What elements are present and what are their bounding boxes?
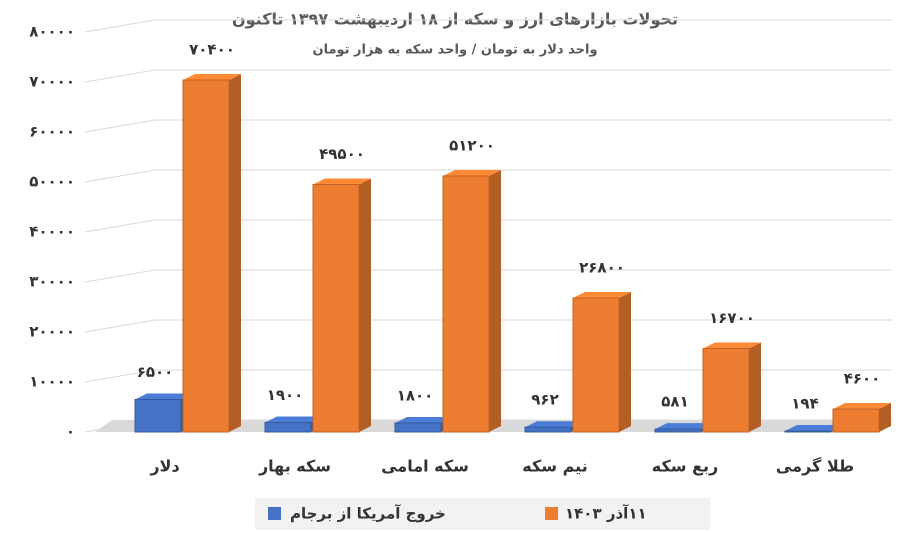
value-label: ۱۹۰۰ [267, 386, 304, 404]
x-tick-label: دلار [149, 457, 179, 476]
bar-top [313, 178, 371, 185]
bar-top [265, 416, 323, 423]
bar-top [703, 342, 761, 349]
value-label: ۴۹۵۰۰ [319, 145, 365, 163]
value-label: ۱۹۴ [791, 395, 818, 413]
grid-line [84, 319, 892, 333]
y-tick-label: ۰ [66, 423, 75, 441]
value-label: ۲۶۸۰۰ [579, 259, 625, 277]
bar [182, 79, 230, 433]
x-tick-label: ربع سکه [652, 457, 718, 476]
y-tick-label: ۱۰۰۰۰ [29, 373, 75, 391]
x-tick-label: سکه امامی [381, 457, 469, 476]
bar-top [573, 292, 631, 298]
value-label: ۴۶۰۰ [844, 370, 881, 388]
x-tick-label: نیم سکه [522, 457, 587, 476]
legend-swatch [268, 507, 281, 520]
y-tick-label: ۶۰۰۰۰ [29, 123, 75, 141]
value-label: ۱۶۷۰۰ [709, 309, 755, 327]
value-label: ۱۸۰۰ [397, 387, 434, 405]
legend-box [255, 498, 710, 530]
bar-top [395, 417, 453, 423]
y-tick-label: ۵۰۰۰۰ [29, 173, 75, 191]
legend-label: ۱۱آذر ۱۴۰۳ [565, 505, 647, 523]
bar [264, 422, 312, 433]
bar-top [525, 421, 583, 428]
y-tick-label: ۷۰۰۰۰ [29, 73, 75, 91]
y-tick-label: ۸۰۰۰۰ [29, 23, 75, 41]
bar [524, 426, 572, 433]
chart-subtitle: واحد دلار به تومان / واحد سکه به هزار تو… [312, 43, 597, 58]
value-label: ۵۸۱ [661, 393, 688, 411]
bar [654, 428, 702, 433]
grid-line [84, 119, 892, 133]
bar-top [443, 170, 501, 176]
bar [784, 430, 832, 433]
grid-line [84, 369, 892, 383]
y-tick-label: ۲۰۰۰۰ [29, 323, 75, 341]
x-tick-label: طلا گرمی [776, 457, 854, 476]
value-label: ۷۰۴۰۰ [189, 41, 235, 59]
legend-swatch [545, 507, 558, 520]
bar [572, 297, 620, 433]
bar [134, 399, 182, 433]
bar [394, 422, 442, 433]
grid-line [84, 219, 892, 233]
bar-top [655, 423, 713, 430]
bar-side [489, 170, 501, 432]
bar [832, 408, 880, 433]
bar-top [785, 425, 843, 432]
grid-line [84, 69, 892, 83]
bar-side [619, 292, 631, 432]
y-tick-label: ۴۰۰۰۰ [29, 223, 75, 241]
bar-side [749, 342, 761, 432]
bar-top [183, 74, 241, 80]
bar-side [879, 403, 891, 432]
y-tick-label: ۳۰۰۰۰ [29, 273, 75, 291]
bar-side [229, 74, 241, 432]
legend-label: خروج آمریکا از برجام [290, 505, 446, 523]
x-tick-label: سکه بهار [258, 457, 331, 476]
grid-line [84, 269, 892, 283]
bar-top [833, 403, 891, 409]
bar [702, 348, 750, 433]
bar-side [359, 178, 371, 432]
bar [442, 175, 490, 433]
chart-title: تحولات بازارهای ارز و سکه از ۱۸ اردیبهشت… [232, 10, 678, 29]
value-label: ۶۵۰۰ [137, 363, 174, 381]
bar [312, 184, 360, 433]
value-label: ۹۶۲ [531, 391, 558, 409]
bar-top [135, 393, 193, 400]
value-label: ۵۱۲۰۰ [449, 137, 495, 155]
grid-line [84, 169, 892, 183]
grid-line [84, 19, 892, 33]
